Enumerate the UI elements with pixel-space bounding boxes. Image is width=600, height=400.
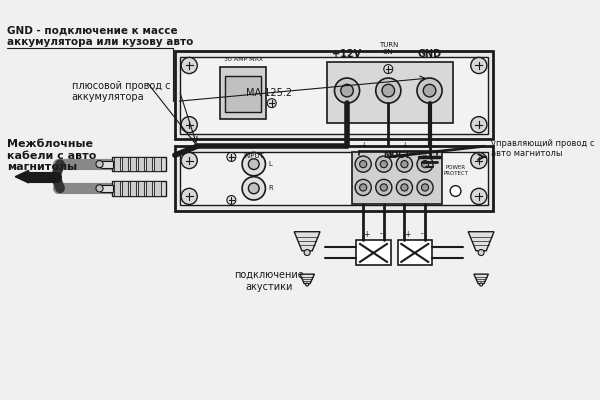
Text: INPUT: INPUT: [244, 153, 264, 159]
Text: -: -: [421, 230, 423, 238]
Bar: [225, 76, 261, 112]
Bar: [154, 157, 161, 171]
Circle shape: [401, 184, 408, 191]
Circle shape: [355, 179, 371, 196]
Bar: [180, 56, 488, 134]
Circle shape: [376, 156, 392, 172]
Bar: [114, 181, 120, 196]
Text: -: -: [382, 141, 385, 150]
Text: подключение
акустики: подключение акустики: [234, 270, 304, 292]
Bar: [398, 240, 432, 266]
Text: TURN
ON: TURN ON: [379, 42, 398, 55]
Circle shape: [382, 84, 395, 97]
Circle shape: [376, 179, 392, 196]
Bar: [101, 185, 113, 192]
Circle shape: [181, 188, 197, 204]
Circle shape: [242, 152, 265, 176]
Circle shape: [384, 64, 393, 74]
Circle shape: [227, 196, 236, 204]
Circle shape: [421, 184, 428, 191]
Circle shape: [181, 152, 197, 169]
Circle shape: [355, 156, 371, 172]
Bar: [114, 157, 120, 171]
Circle shape: [397, 156, 412, 172]
Circle shape: [450, 186, 461, 196]
Polygon shape: [300, 274, 314, 284]
Bar: [180, 152, 488, 205]
Bar: [352, 152, 442, 204]
Circle shape: [471, 188, 487, 204]
Circle shape: [417, 179, 433, 196]
Text: плюсовой провод с
аккумулятора: плюсовой провод с аккумулятора: [72, 81, 170, 102]
Text: МА 125.2: МА 125.2: [246, 88, 292, 98]
Bar: [112, 157, 166, 171]
Circle shape: [401, 160, 408, 168]
Circle shape: [334, 78, 359, 103]
Bar: [146, 157, 152, 171]
Text: управляющий провод с
авто магнитолы: управляющий провод с авто магнитолы: [491, 139, 595, 158]
Text: R: R: [268, 185, 273, 191]
Bar: [138, 157, 145, 171]
Circle shape: [267, 99, 276, 108]
Circle shape: [471, 58, 487, 74]
Circle shape: [305, 283, 308, 286]
Text: POWER
PROTECT: POWER PROTECT: [443, 165, 468, 176]
Circle shape: [359, 160, 367, 168]
Text: +: +: [360, 141, 367, 150]
Bar: [138, 181, 145, 196]
Bar: [175, 146, 493, 211]
Circle shape: [478, 250, 484, 256]
Circle shape: [479, 283, 482, 286]
Text: -: -: [424, 141, 427, 150]
Circle shape: [181, 58, 197, 74]
Bar: [328, 62, 453, 123]
Polygon shape: [294, 232, 320, 251]
Text: +: +: [404, 230, 411, 238]
Circle shape: [248, 183, 259, 194]
Bar: [154, 181, 161, 196]
Bar: [356, 240, 391, 266]
Circle shape: [227, 152, 236, 162]
Bar: [122, 157, 128, 171]
Circle shape: [471, 117, 487, 133]
Circle shape: [96, 185, 103, 192]
Bar: [220, 67, 266, 119]
Text: L: L: [268, 161, 272, 167]
Bar: [130, 181, 136, 196]
Bar: [122, 181, 128, 196]
Text: +: +: [363, 230, 370, 238]
Bar: [146, 181, 152, 196]
Circle shape: [359, 184, 367, 191]
Bar: [112, 181, 166, 196]
Text: МОСТ: МОСТ: [383, 151, 411, 160]
Circle shape: [341, 84, 353, 97]
Text: -: -: [379, 230, 382, 238]
Circle shape: [380, 160, 388, 168]
Circle shape: [471, 152, 487, 169]
Circle shape: [421, 160, 428, 168]
Circle shape: [417, 78, 442, 103]
Circle shape: [242, 177, 265, 200]
Circle shape: [380, 184, 388, 191]
Circle shape: [397, 179, 412, 196]
Polygon shape: [15, 170, 29, 183]
Text: +: +: [401, 141, 407, 150]
Circle shape: [181, 117, 197, 133]
Text: 30 AMP MAX: 30 AMP MAX: [224, 56, 263, 62]
Circle shape: [96, 160, 103, 168]
Circle shape: [376, 78, 401, 103]
Text: Межблочные
кабели с авто
магнитолы: Межблочные кабели с авто магнитолы: [7, 139, 97, 172]
Circle shape: [248, 159, 259, 170]
Polygon shape: [474, 274, 488, 284]
Bar: [130, 157, 136, 171]
Text: GND - подключение к массе
аккумулятора или кузову авто: GND - подключение к массе аккумулятора и…: [7, 25, 194, 47]
Bar: [101, 160, 113, 168]
Polygon shape: [468, 232, 494, 251]
Text: +12V: +12V: [332, 49, 362, 59]
Bar: [175, 51, 493, 139]
Text: GND: GND: [418, 49, 442, 59]
Circle shape: [304, 250, 310, 256]
Circle shape: [423, 84, 436, 97]
Circle shape: [417, 156, 433, 172]
